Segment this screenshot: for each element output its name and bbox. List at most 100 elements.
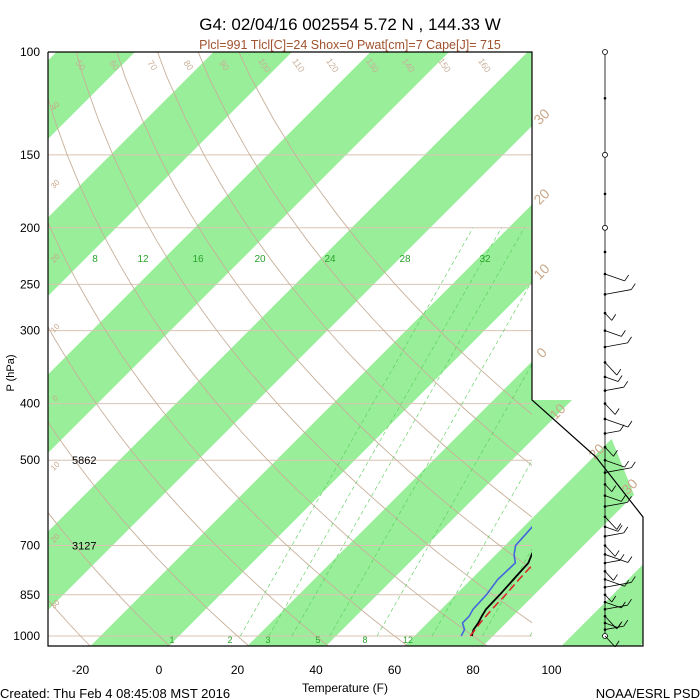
isotherm-band: [48, 52, 449, 453]
dry-adiabat-line: [48, 511, 171, 646]
wind-barb: [604, 594, 613, 603]
wind-barb-flag: [614, 408, 620, 415]
pressure-tick-label: 400: [20, 397, 40, 411]
wind-barb: [604, 484, 613, 492]
wind-barb: [604, 622, 619, 628]
wind-barb: [604, 635, 616, 648]
wind-barb-flag: [627, 420, 633, 428]
pressure-tick-label: 300: [20, 324, 40, 338]
isotherm-label: 30: [49, 178, 62, 191]
x-axis-label: Temperature (F): [302, 681, 388, 695]
dry-adiabat-line: [157, 52, 532, 518]
wind-barb: [604, 501, 628, 507]
pressure-tick-label: 250: [20, 277, 40, 291]
wind-barb-flag: [623, 526, 629, 534]
dry-adiabat-label: 60: [107, 58, 121, 72]
wind-calm-marker: [602, 224, 608, 231]
isotherm-band: [247, 361, 532, 646]
wind-barb-flag: [627, 598, 632, 606]
temperature-tick-label: 40: [309, 663, 323, 677]
wind-barb-flag: [616, 368, 622, 376]
wind-barb-flag: [616, 523, 622, 530]
wind-level-dot: [603, 192, 607, 196]
mixing-ratio-label: 8: [92, 254, 98, 265]
wind-level-dot: [603, 345, 607, 349]
dry-adiabat-line: [116, 52, 532, 570]
wind-barb-flag: [630, 283, 636, 290]
wind-barb-flag: [621, 495, 626, 502]
mixing-ratio-label: 1: [169, 635, 174, 645]
wind-barb: [604, 430, 621, 434]
wind-barb: [604, 545, 616, 557]
wind-barb: [604, 446, 614, 457]
wind-barb-flag: [624, 274, 629, 282]
pressure-tick-label: 100: [20, 45, 40, 59]
dry-adiabat-line: [75, 52, 532, 624]
temperature-tick-label: 20: [231, 663, 245, 677]
wind-level-dot: [603, 96, 607, 100]
wind-barb: [604, 418, 629, 428]
wind-barb: [604, 579, 625, 587]
wind-barb: [604, 289, 632, 295]
isotherm-band: [404, 518, 532, 646]
pressure-tick-label: 150: [20, 148, 40, 162]
mixing-ratio-label: 32: [479, 254, 491, 265]
wind-barb: [604, 330, 622, 337]
pressure-tick-label: 500: [20, 453, 40, 467]
wind-barb: [604, 532, 624, 537]
wind-barb: [604, 604, 628, 610]
pressure-tick-label: 200: [20, 221, 40, 235]
wind-barb: [604, 582, 632, 588]
temperature-tick-label: 80: [466, 663, 480, 677]
wind-barb: [604, 559, 621, 564]
wind-barb-flag: [624, 460, 629, 468]
dry-adiabat-line: [0, 25, 13, 648]
dry-adiabat-line: [197, 52, 532, 467]
mixing-ratio-line: [240, 227, 474, 637]
isotherm-label: 10: [49, 460, 62, 473]
wind-barb: [604, 342, 628, 348]
wind-level-dot: [603, 471, 607, 474]
mixing-ratio-label: 5: [315, 635, 320, 645]
dry-adiabat-line: [48, 96, 488, 646]
mixing-ratio-label: 12: [403, 635, 413, 645]
dewpoint-series-line: [460, 316, 532, 637]
isotherm-band: [532, 52, 643, 646]
wind-barb: [604, 273, 625, 282]
wind-barb: [604, 526, 619, 532]
temperature-tick-label: 0: [156, 663, 163, 677]
wind-barb-flag: [613, 574, 618, 581]
wind-level-dot: [603, 250, 607, 254]
wind-calm-marker: [602, 151, 608, 158]
mixing-ratio-line: [431, 460, 532, 637]
mixing-ratio-label: 24: [324, 254, 336, 265]
wind-barb-flag: [613, 450, 618, 457]
dry-adiabat-line: [48, 421, 250, 646]
height-label: 5862: [72, 455, 96, 467]
height-label: 3127: [72, 541, 96, 553]
isotherm-label: 0: [50, 393, 60, 403]
wind-barb-flag: [621, 601, 626, 609]
wind-barb: [604, 362, 618, 376]
dry-adiabat-line: [48, 221, 409, 646]
wind-barb: [604, 571, 614, 581]
plot-frame: [47, 51, 644, 647]
mixing-ratio-line: [376, 363, 532, 637]
sounding-indices: Plcl=991 Tlcl[C]=24 Shox=0 Pwat[cm]=7 Ca…: [199, 38, 501, 52]
wind-barb-flag: [619, 554, 625, 561]
dry-adiabat-label: 90: [217, 58, 231, 72]
wind-barb: [604, 554, 629, 563]
mixing-ratio-label: 16: [192, 254, 204, 265]
wind-level-dot: [603, 432, 607, 435]
wind-barb: [604, 625, 624, 630]
mixing-ratio-label: 20: [254, 254, 266, 265]
mixing-ratio-line: [329, 280, 532, 637]
temperature-tick-label: 100: [541, 663, 561, 677]
mixing-ratio-line: [291, 227, 525, 637]
y-axis-label: P (hPa): [5, 354, 17, 391]
wind-barb-flag: [617, 621, 623, 628]
pressure-tick-label: 700: [20, 539, 40, 553]
chart-title: G4: 02/04/16 002554 5.72 N , 144.33 W: [199, 15, 501, 34]
dry-adiabat-line: [48, 599, 91, 646]
